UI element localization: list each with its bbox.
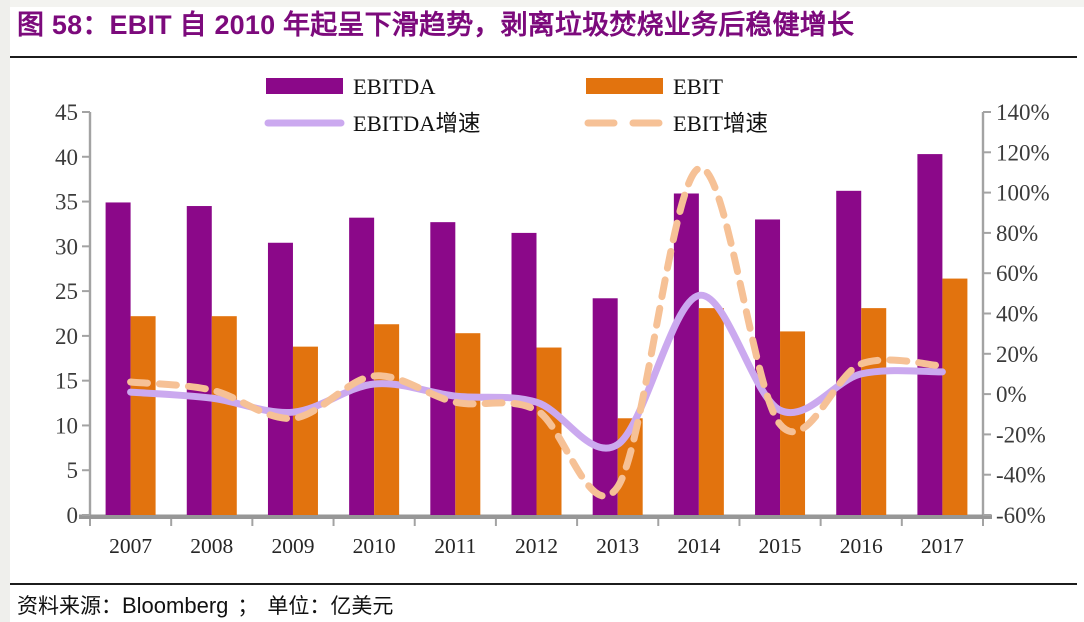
x-axis-year-label: 2012 (515, 534, 558, 558)
right-axis-tick-label: -20% (996, 422, 1046, 447)
ebitda-bar-2014 (673, 193, 699, 516)
source-label: 资料来源： (17, 594, 122, 618)
ebit-bar-2010 (374, 324, 400, 515)
ebitda-bar-2009 (267, 242, 293, 516)
figure-title: 图 58：EBIT 自 2010 年起呈下滑趋势，剥离垃圾焚烧业务后稳健增长 (17, 10, 855, 40)
ebit-bar-2015 (780, 331, 806, 515)
ebit-bar-2009 (292, 346, 318, 515)
right-axis-tick-label: 40% (996, 302, 1038, 327)
legend-label-ebitda: EBITDA (353, 74, 436, 99)
ebitda-growth-line (127, 291, 946, 452)
x-axis-year-label: 2009 (271, 534, 314, 558)
unit-label: 单位： (267, 594, 331, 618)
legend-swatch-ebitda (266, 78, 343, 94)
left-axis-tick-label: 45 (55, 100, 78, 125)
left-axis-tick-label: 25 (55, 279, 78, 304)
x-axis-line (79, 514, 992, 519)
legend (264, 78, 665, 127)
ebitda-bar-2012 (511, 232, 537, 515)
x-axis-year-label: 2007 (109, 534, 152, 558)
ebit-bar-2016 (861, 308, 887, 515)
page-left-edge (0, 0, 10, 622)
right-axis-tick-label: 0% (996, 382, 1027, 407)
ebit-bar-2014 (698, 308, 724, 515)
right-axis-tick-label: -60% (996, 503, 1046, 528)
right-axis-tick-label: 60% (996, 261, 1038, 286)
right-axis-tick-label: -40% (996, 463, 1046, 488)
source-note: 资料来源：Bloomberg ； 单位：亿美元 (17, 590, 393, 620)
ebit-bar-2017 (942, 278, 968, 515)
x-axis-year-label: 2014 (677, 534, 720, 558)
ebit-bar-2007 (130, 316, 156, 515)
ebitda-bar-2013 (592, 298, 618, 515)
ebitda-bar-2007 (105, 202, 131, 515)
x-axis-year-label: 2013 (596, 534, 639, 558)
x-axis-year-label: 2017 (921, 534, 964, 558)
ebit-bar-2011 (455, 333, 481, 515)
ebit-growth-line (127, 164, 946, 500)
left-axis-tick-label: 10 (55, 413, 78, 438)
legend-label-ebit: EBIT (673, 74, 723, 99)
left-axis-tick-label: 35 (55, 190, 78, 215)
right-axis-tick-label: 80% (996, 221, 1038, 246)
source-name: Bloomberg (122, 593, 229, 618)
right-axis-tick-label: 20% (996, 342, 1038, 367)
left-axis-tick-label: 15 (55, 369, 78, 394)
left-axis-tick-label: 20 (55, 324, 78, 349)
page-top-edge (0, 0, 1084, 7)
separator: ； (237, 594, 259, 618)
legend-label-ebit-growth: EBIT增速 (673, 111, 768, 136)
right-axis-tick-label: 120% (996, 140, 1050, 165)
bars-group (105, 154, 968, 516)
right-axis-tick-label: 140% (996, 100, 1050, 125)
legend-label-ebitda-growth: EBITDA增速 (353, 111, 481, 136)
ebitda-bar-2017 (917, 154, 943, 515)
unit-value: 亿美元 (330, 594, 394, 618)
title-divider (10, 56, 1077, 58)
ebitda-bar-2008 (186, 206, 212, 516)
axes (79, 111, 992, 526)
ebitda-bar-2016 (836, 190, 862, 515)
footer-divider (10, 583, 1077, 585)
ebitda-bar-2011 (430, 222, 456, 516)
x-axis-year-label: 2010 (353, 534, 396, 558)
x-axis-year-label: 2016 (840, 534, 883, 558)
ebit-bar-2008 (211, 316, 237, 515)
x-axis-year-label: 2008 (190, 534, 233, 558)
right-axis-tick-label: 100% (996, 181, 1050, 206)
ebitda-bar-2010 (349, 217, 375, 516)
left-axis-tick-label: 0 (67, 503, 79, 528)
x-axis-year-label: 2011 (434, 534, 476, 558)
left-axis-tick-label: 5 (67, 458, 79, 483)
legend-swatch-ebit (586, 78, 663, 94)
ebit-bar-2012 (536, 347, 562, 515)
x-axis-year-label: 2015 (759, 534, 802, 558)
left-axis-tick-label: 30 (55, 234, 78, 259)
left-axis-tick-label: 40 (55, 145, 78, 170)
